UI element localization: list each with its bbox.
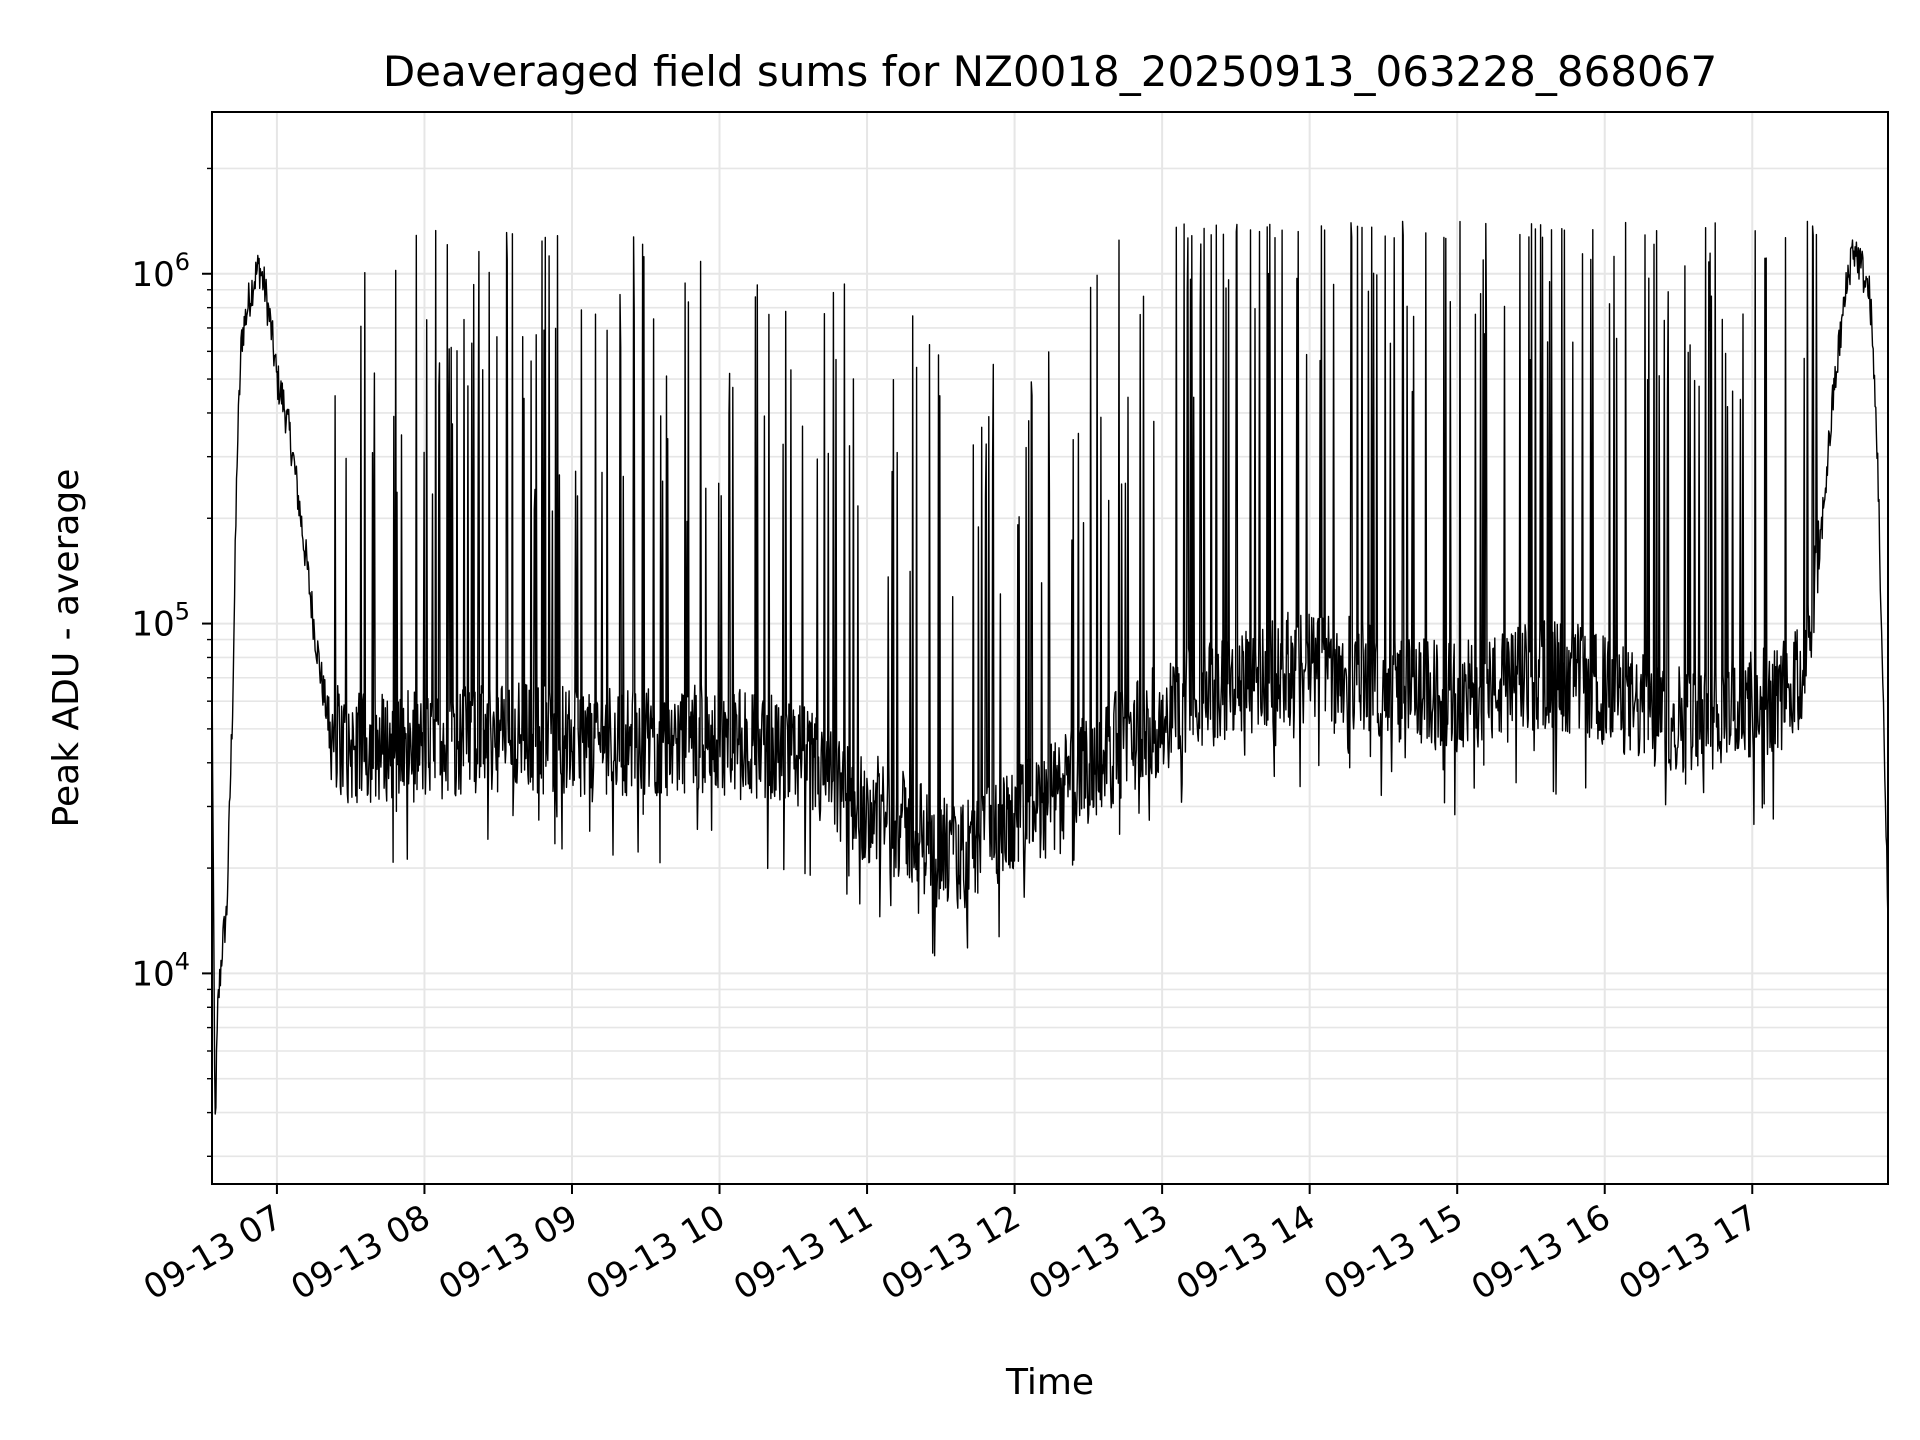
x-tick-label: 09-13 08: [285, 1197, 437, 1308]
y-axis-label: Peak ADU - average: [46, 469, 87, 828]
y-tick-label: 105: [131, 598, 190, 645]
x-tick-label: 09-13 10: [580, 1197, 732, 1308]
x-tick-label: 09-13 12: [875, 1197, 1027, 1308]
y-tick-label: 104: [131, 947, 190, 994]
x-tick-label: 09-13 17: [1612, 1197, 1764, 1308]
x-tick-label: 09-13 09: [432, 1197, 584, 1308]
x-tick-label: 09-13 16: [1465, 1197, 1617, 1308]
series-line: [211, 220, 1889, 1115]
y-axis-ticks: 104 105 106: [131, 167, 212, 1158]
x-tick-label: 09-13 11: [727, 1197, 879, 1308]
chart-title: Deaveraged field sums for NZ0018_2025091…: [383, 47, 1717, 96]
plot-area: [211, 220, 1889, 1115]
x-tick-label: 09-13 13: [1022, 1197, 1174, 1308]
x-axis-label: Time: [1005, 1362, 1094, 1403]
x-tick-label: 09-13 15: [1317, 1197, 1469, 1308]
x-tick-label: 09-13 07: [137, 1197, 289, 1308]
axes-frame: [211, 111, 1889, 1185]
y-tick-label: 106: [131, 248, 190, 295]
x-tick-label: 09-13 14: [1170, 1197, 1322, 1308]
